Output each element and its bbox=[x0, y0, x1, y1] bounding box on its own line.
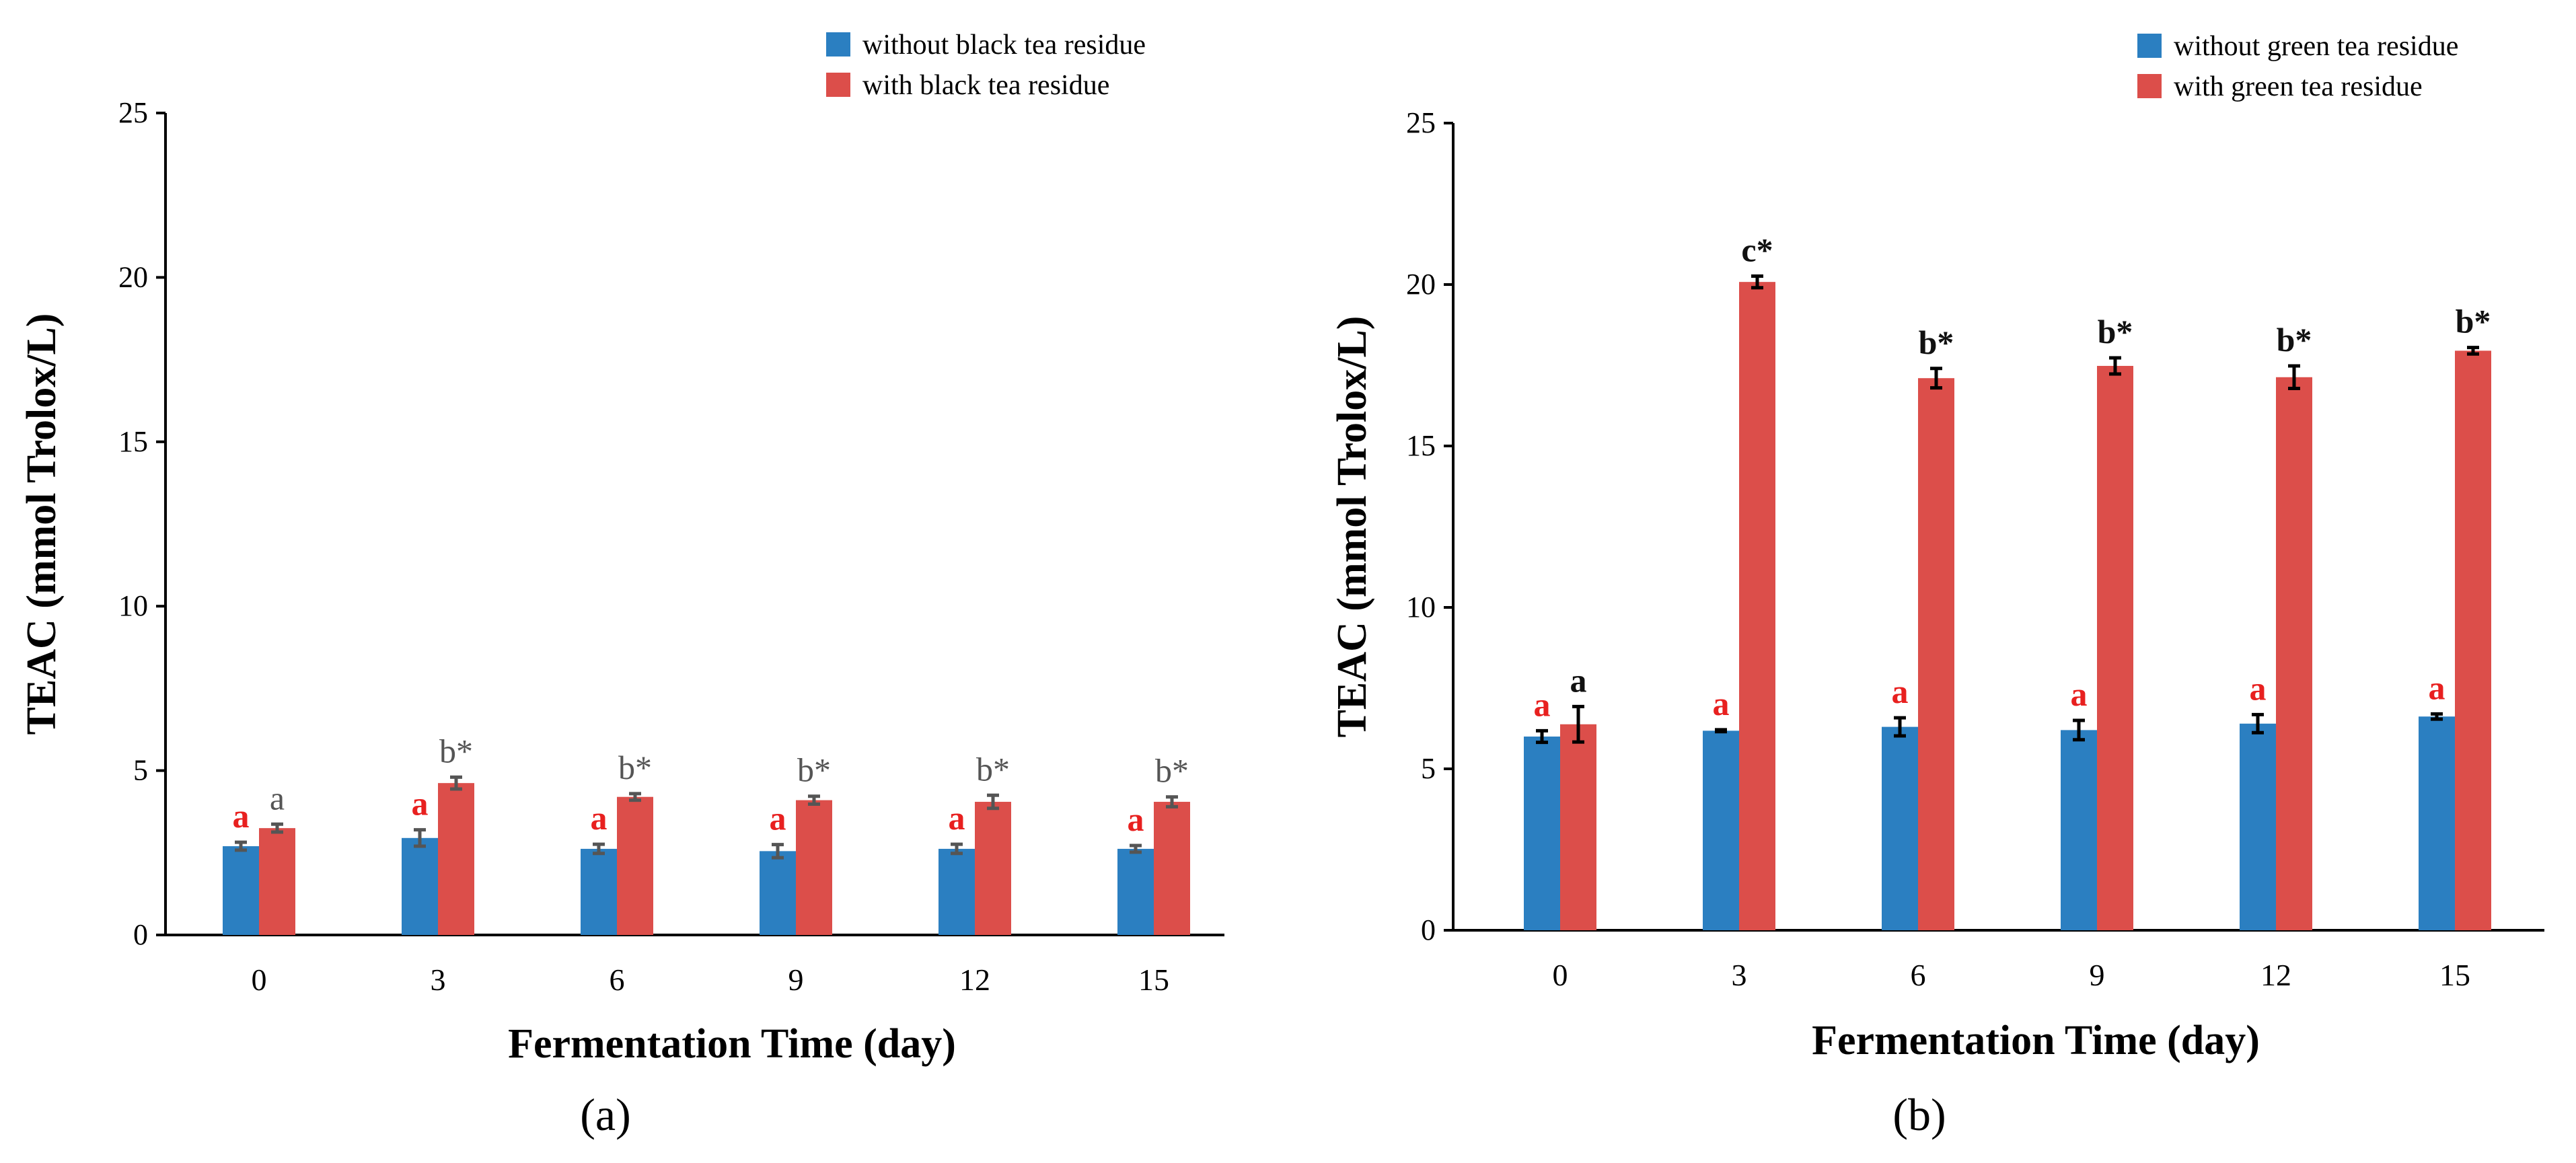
significance-label: b* bbox=[439, 732, 473, 770]
bar-with-residue bbox=[617, 796, 653, 935]
chart-panel-b: 05101520250aa3ac*6ab*9ab*12ab*15ab*TEAC … bbox=[1329, 31, 2544, 1140]
bar-with-residue bbox=[2276, 377, 2312, 930]
y-tick-label: 25 bbox=[118, 96, 148, 129]
bar-without-residue bbox=[2240, 723, 2276, 930]
significance-label: a bbox=[1128, 800, 1144, 838]
panel-label: (b) bbox=[1892, 1089, 1946, 1140]
significance-label: a bbox=[270, 779, 285, 817]
bar-without-residue bbox=[2419, 716, 2455, 930]
significance-label: a bbox=[2250, 669, 2267, 707]
significance-label: b* bbox=[2277, 321, 2312, 359]
bar-without-residue bbox=[1117, 848, 1154, 935]
bar-without-residue bbox=[1703, 730, 1739, 930]
bar-without-residue bbox=[223, 846, 259, 935]
legend-label: with black tea residue bbox=[862, 70, 1109, 101]
significance-label: a bbox=[233, 797, 250, 835]
legend-label: without green tea residue bbox=[2174, 31, 2458, 62]
bar-with-residue bbox=[259, 828, 295, 935]
x-tick-label: 12 bbox=[959, 963, 990, 997]
bar-without-residue bbox=[1524, 737, 1560, 930]
significance-label: a bbox=[591, 799, 608, 837]
bar-without-residue bbox=[760, 851, 796, 935]
x-axis-title: Fermentation Time (day) bbox=[508, 1021, 956, 1067]
x-tick-label: 9 bbox=[2090, 958, 2105, 992]
x-tick-label: 12 bbox=[2260, 958, 2291, 992]
x-tick-label: 3 bbox=[431, 963, 446, 997]
legend-swatch bbox=[2137, 34, 2162, 58]
y-tick-label: 25 bbox=[1406, 106, 1436, 139]
significance-label: c* bbox=[1741, 231, 1773, 269]
significance-label: a bbox=[770, 800, 786, 837]
y-tick-label: 0 bbox=[133, 918, 148, 951]
x-tick-label: 6 bbox=[1911, 958, 1926, 992]
legend-label: with green tea residue bbox=[2174, 71, 2423, 102]
significance-label: b* bbox=[976, 750, 1010, 788]
bar-with-residue bbox=[1918, 378, 1954, 930]
significance-label: a bbox=[1892, 673, 1909, 710]
y-tick-label: 10 bbox=[118, 589, 148, 622]
significance-label: a bbox=[412, 785, 429, 823]
y-tick-label: 5 bbox=[1421, 752, 1436, 785]
bar-without-residue bbox=[2061, 730, 2097, 930]
bar-with-residue bbox=[2455, 350, 2491, 930]
bar-without-residue bbox=[581, 848, 617, 935]
significance-label: b* bbox=[1155, 752, 1189, 790]
significance-label: a bbox=[1534, 685, 1551, 723]
x-tick-label: 6 bbox=[610, 963, 625, 997]
y-tick-label: 10 bbox=[1406, 591, 1436, 624]
legend-label: without black tea residue bbox=[862, 30, 1146, 61]
x-axis-title: Fermentation Time (day) bbox=[1812, 1018, 2260, 1063]
significance-label: b* bbox=[2098, 313, 2133, 350]
significance-label: b* bbox=[618, 749, 652, 786]
bar-without-residue bbox=[1882, 726, 1918, 930]
y-axis-title: TEAC (mmol Trolox/L) bbox=[1329, 316, 1375, 738]
significance-label: a bbox=[1570, 661, 1587, 699]
significance-label: b* bbox=[797, 751, 831, 789]
significance-label: b* bbox=[1919, 324, 1954, 361]
significance-label: b* bbox=[2456, 303, 2491, 340]
significance-label: a bbox=[1713, 685, 1730, 722]
legend-swatch bbox=[2137, 74, 2162, 98]
bar-with-residue bbox=[438, 783, 474, 935]
x-tick-label: 9 bbox=[788, 963, 804, 997]
bar-with-residue bbox=[1154, 802, 1190, 935]
y-tick-label: 15 bbox=[118, 425, 148, 458]
y-tick-label: 20 bbox=[1406, 268, 1436, 301]
y-tick-label: 20 bbox=[118, 260, 148, 293]
x-tick-label: 15 bbox=[2439, 958, 2470, 992]
x-tick-label: 15 bbox=[1138, 963, 1169, 997]
bar-with-residue bbox=[2097, 365, 2133, 930]
bar-without-residue bbox=[939, 848, 975, 935]
y-tick-label: 5 bbox=[133, 754, 148, 787]
bar-with-residue bbox=[1739, 282, 1775, 930]
y-tick-label: 15 bbox=[1406, 429, 1436, 462]
panel-label: (a) bbox=[580, 1089, 630, 1140]
x-tick-label: 3 bbox=[1732, 958, 1747, 992]
bar-with-residue bbox=[796, 800, 832, 935]
bar-without-residue bbox=[402, 837, 438, 935]
y-axis-title: TEAC (mmol Trolox/L) bbox=[19, 313, 65, 735]
y-tick-label: 0 bbox=[1421, 913, 1436, 946]
x-tick-label: 0 bbox=[252, 963, 267, 997]
significance-label: a bbox=[2071, 675, 2088, 713]
significance-label: a bbox=[949, 799, 965, 837]
legend-swatch bbox=[826, 32, 850, 57]
significance-label: a bbox=[2429, 669, 2445, 706]
legend-swatch bbox=[826, 73, 850, 97]
bar-with-residue bbox=[1560, 724, 1596, 930]
bar-with-residue bbox=[975, 802, 1011, 935]
x-tick-label: 0 bbox=[1553, 958, 1568, 992]
